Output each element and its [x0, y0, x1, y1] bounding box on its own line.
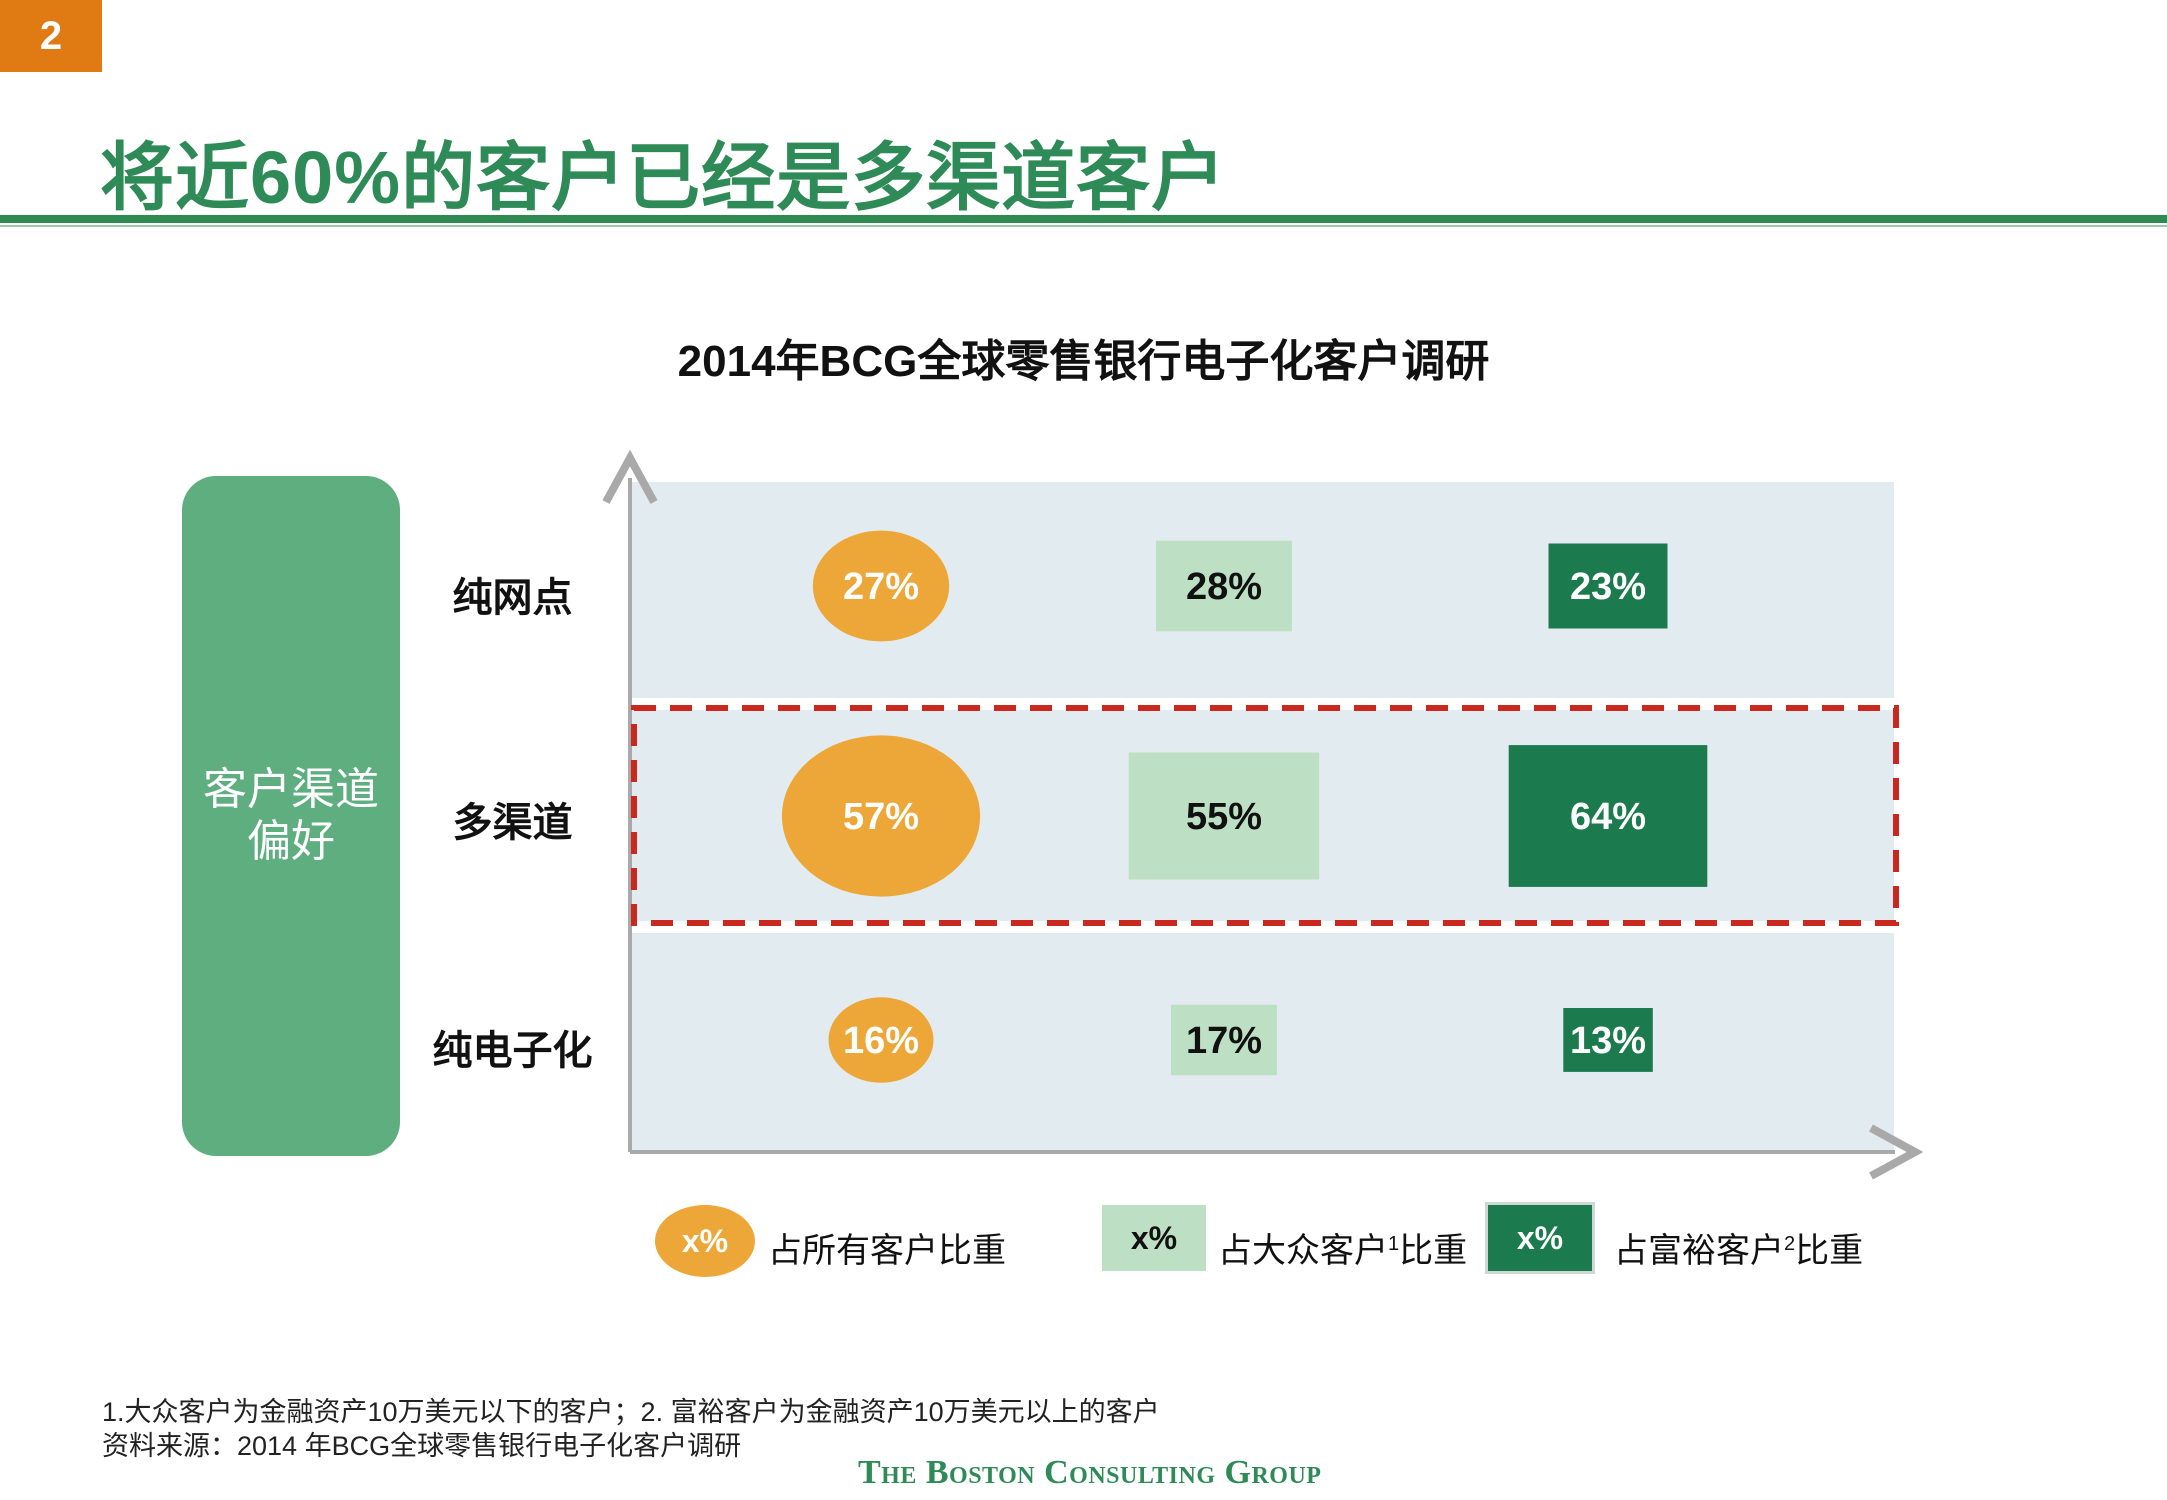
legend-label-mass-sup: 1	[1388, 1233, 1400, 1255]
row-label-branch-only: 纯网点	[452, 576, 573, 620]
data-label-series2-row1: 28%	[1186, 566, 1262, 608]
legend-swatch-affluent: x%	[1488, 1205, 1592, 1271]
data-label-series3-row3: 13%	[1570, 1020, 1646, 1062]
data-label-series3-row1: 23%	[1570, 566, 1646, 608]
mark-series1-row3	[828, 997, 934, 1083]
pref-label-line1: 客户渠道	[203, 765, 379, 814]
legend-swatch-all: x%	[655, 1205, 755, 1277]
legend-label-affluent-sup: 2	[1784, 1233, 1796, 1255]
footnote-definitions: 1.大众客户为金融资产10万美元以下的客户；2. 富裕客户为金融资产10万美元以…	[102, 1397, 1160, 1427]
mark-series2-row3	[1171, 1004, 1277, 1076]
legend-swatch-mass: x%	[1102, 1205, 1206, 1271]
mark-series3-row3	[1563, 1008, 1653, 1072]
mark-series1-row1	[812, 530, 950, 642]
legend-label-affluent-suffix: 比重	[1795, 1232, 1864, 1270]
page-title: 将近60%的客户已经是多渠道客户	[100, 136, 1227, 219]
mark-series3-row2	[1508, 745, 1708, 887]
data-label-series1-row1: 27%	[843, 566, 919, 608]
mark-series2-row2	[1128, 752, 1320, 880]
legend-label-affluent: 占富裕客户2比重	[1614, 1223, 1863, 1272]
multichannel-highlight-box	[631, 705, 1899, 926]
pref-label-line2: 偏好	[247, 817, 335, 866]
chart-title: 2014年BCG全球零售银行电子化客户调研	[677, 337, 1490, 386]
mark-series3-row1	[1548, 543, 1668, 629]
data-label-series2-row2: 55%	[1186, 796, 1262, 838]
channel-preference-label: 客户渠道 偏好	[182, 476, 400, 1156]
title-divider	[0, 215, 2167, 223]
data-label-series1-row3: 16%	[843, 1020, 919, 1062]
bcg-logo: The Boston Consulting Group	[858, 1454, 1322, 1491]
row-label-multichannel: 多渠道	[452, 801, 573, 845]
legend-label-all: 占所有客户比重	[768, 1232, 1006, 1270]
legend-label-mass: 占大众客户1比重	[1218, 1223, 1467, 1272]
data-label-series3-row2: 64%	[1570, 796, 1646, 838]
legend-label-mass-text: 占大众客户	[1218, 1232, 1388, 1270]
row-label-digital-only: 纯电子化	[432, 1029, 593, 1073]
legend-label-affluent-text: 占富裕客户	[1614, 1232, 1784, 1270]
data-label-series1-row2: 57%	[843, 796, 919, 838]
mark-series2-row1	[1156, 540, 1292, 632]
mark-series1-row2	[781, 735, 981, 897]
footnote-source: 资料来源：2014 年BCG全球零售银行电子化客户调研	[102, 1431, 742, 1461]
page-number: 2	[0, 0, 102, 72]
title-divider-thin	[0, 225, 2167, 227]
data-label-series2-row3: 17%	[1186, 1020, 1262, 1062]
legend-label-mass-suffix: 比重	[1399, 1232, 1468, 1270]
